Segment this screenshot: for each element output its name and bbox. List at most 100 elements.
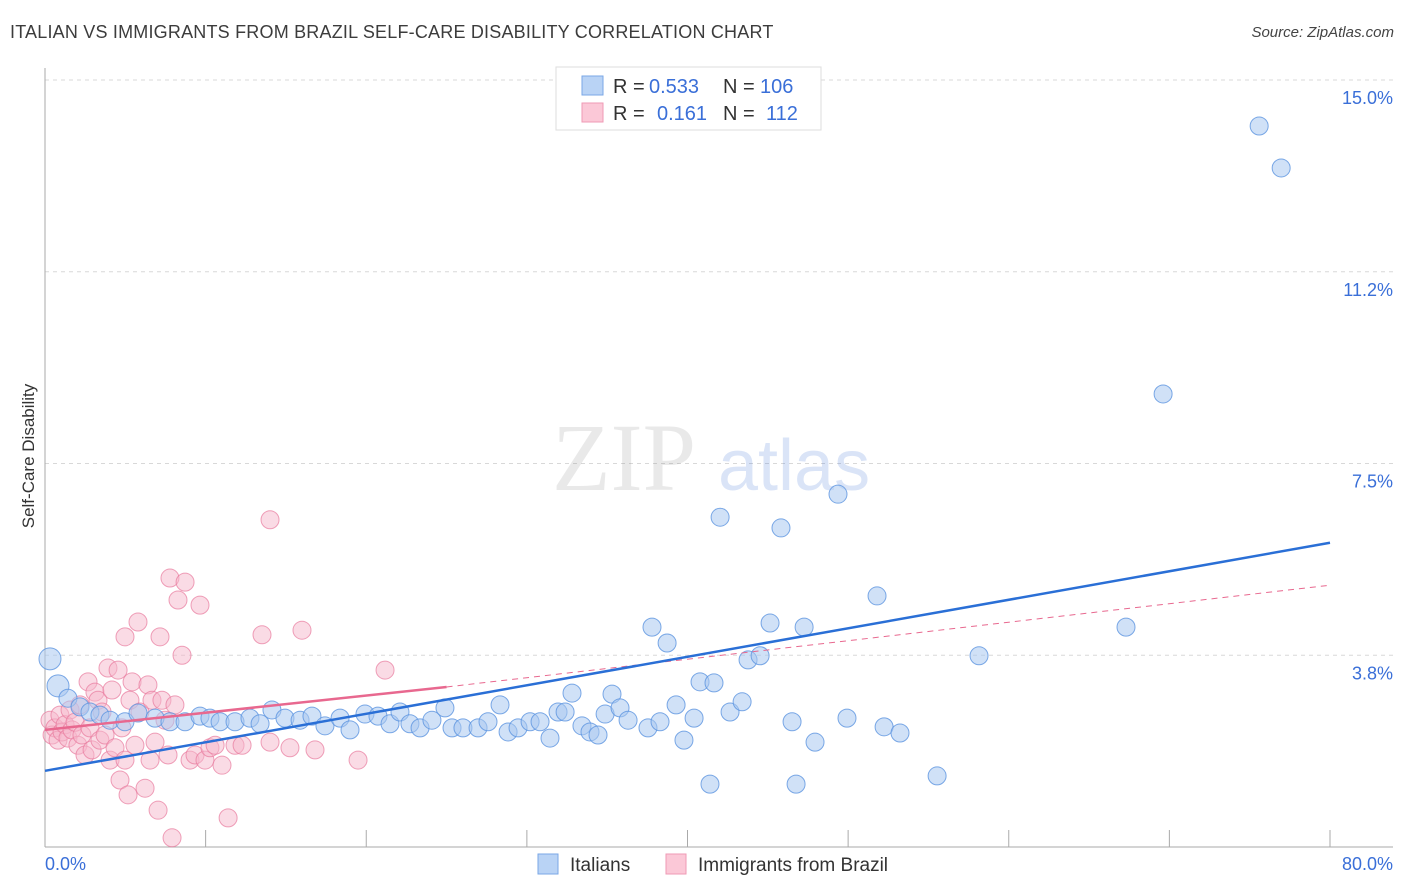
- watermark: ZIP atlas: [552, 404, 870, 511]
- italians-point: [674, 730, 694, 750]
- italians-point: [478, 712, 498, 732]
- x-tick-label-min: 0.0%: [45, 854, 86, 874]
- x-tick-label-max: 80.0%: [1342, 854, 1393, 874]
- italians-point: [837, 708, 857, 728]
- italians-point: [760, 613, 780, 633]
- italians-point: [128, 703, 148, 723]
- italians-point: [890, 723, 910, 743]
- legend-brazil-label: Immigrants from Brazil: [698, 855, 888, 876]
- legend-n-value: 112: [766, 103, 798, 125]
- brazil-point: [118, 785, 138, 805]
- italians-point: [340, 720, 360, 740]
- italians-point: [828, 484, 848, 504]
- italians-point: [562, 683, 582, 703]
- brazil-point: [108, 660, 128, 680]
- trend-lines: [44, 541, 1331, 773]
- italians-point: [927, 766, 947, 786]
- brazil-point: [260, 510, 280, 530]
- brazil-point: [348, 750, 368, 770]
- italians-trend-line: [44, 541, 1331, 773]
- italians-point: [1153, 384, 1173, 404]
- brazil-point: [150, 627, 170, 647]
- italians-point: [540, 728, 560, 748]
- brazil-point: [135, 778, 155, 798]
- brazil-point: [122, 672, 142, 692]
- brazil-point: [102, 680, 122, 700]
- italians-point: [666, 695, 686, 715]
- italians-point: [969, 646, 989, 666]
- brazil-point: [260, 732, 280, 752]
- legend-italians-label: Italians: [570, 855, 630, 876]
- legend-r-value: 0.533: [649, 76, 699, 98]
- italians-point: [684, 708, 704, 728]
- legend-r-label: R =: [613, 103, 645, 125]
- series-italians-points: [38, 116, 1291, 794]
- series-brazil-points: [40, 510, 395, 848]
- legend-italians-swatch: [537, 853, 559, 875]
- italians-point: [555, 702, 575, 722]
- legend-r-value: 0.161: [657, 103, 707, 125]
- brazil-point: [212, 755, 232, 775]
- brazil-point: [148, 800, 168, 820]
- italians-point: [771, 518, 791, 538]
- brazil-point: [125, 735, 145, 755]
- italians-point: [750, 646, 770, 666]
- y-axis-title: Self-Care Disability: [19, 383, 38, 528]
- brazil-point: [172, 645, 192, 665]
- italians-point: [1116, 617, 1136, 637]
- legend-n-label: N =: [723, 103, 755, 125]
- legend-brazil-swatch: [665, 853, 687, 875]
- watermark-zip: ZIP: [552, 404, 696, 511]
- y-tick-label: 3.8%: [1352, 663, 1393, 683]
- italians-point: [530, 712, 550, 732]
- italians-point: [704, 673, 724, 693]
- legend-r-label: R =: [613, 76, 645, 98]
- brazil-point: [292, 620, 312, 640]
- brazil-trend-extension: [446, 584, 1331, 688]
- italians-point: [1249, 116, 1269, 136]
- brazil-point: [232, 735, 252, 755]
- legend-n-value: 106: [760, 76, 793, 98]
- brazil-point: [165, 695, 185, 715]
- legend-n-label: N =: [723, 76, 755, 98]
- y-tick-label: 7.5%: [1352, 472, 1393, 492]
- y-tick-label: 11.2%: [1343, 280, 1393, 300]
- italians-point: [782, 712, 802, 732]
- brazil-point: [110, 770, 130, 790]
- italians-point: [1271, 158, 1291, 178]
- source-label: Source: ZipAtlas.com: [1251, 24, 1394, 41]
- brazil-point: [162, 828, 182, 848]
- italians-point: [874, 717, 894, 737]
- brazil-point: [375, 660, 395, 680]
- brazil-point: [115, 627, 135, 647]
- italians-point: [657, 633, 677, 653]
- italians-point: [422, 710, 442, 730]
- brazil-point: [218, 808, 238, 828]
- italians-point: [786, 774, 806, 794]
- y-tick-label: 15.0%: [1342, 88, 1393, 108]
- italians-point: [490, 695, 510, 715]
- y-tick-labels: 15.0% 11.2% 7.5% 3.8%: [1342, 88, 1393, 683]
- italians-point: [710, 507, 730, 527]
- brazil-point: [252, 625, 272, 645]
- italians-point: [588, 725, 608, 745]
- brazil-point: [190, 595, 210, 615]
- italians-point: [650, 712, 670, 732]
- stats-legend: R = 0.533 N = 106 R = 0.161 N = 112: [555, 66, 822, 131]
- brazil-point: [128, 612, 148, 632]
- italians-point: [867, 586, 887, 606]
- brazil-point: [168, 590, 188, 610]
- italians-point: [642, 617, 662, 637]
- chart-title: ITALIAN VS IMMIGRANTS FROM BRAZIL SELF-C…: [10, 22, 774, 42]
- brazil-point: [175, 572, 195, 592]
- legend-swatch-brazil: [581, 102, 604, 123]
- italians-point: [794, 617, 814, 637]
- brazil-point: [280, 738, 300, 758]
- brazil-trend-line: [44, 685, 447, 732]
- italians-point: [732, 692, 752, 712]
- italians-point: [618, 710, 638, 730]
- italians-point: [805, 732, 825, 752]
- italians-point: [302, 706, 322, 726]
